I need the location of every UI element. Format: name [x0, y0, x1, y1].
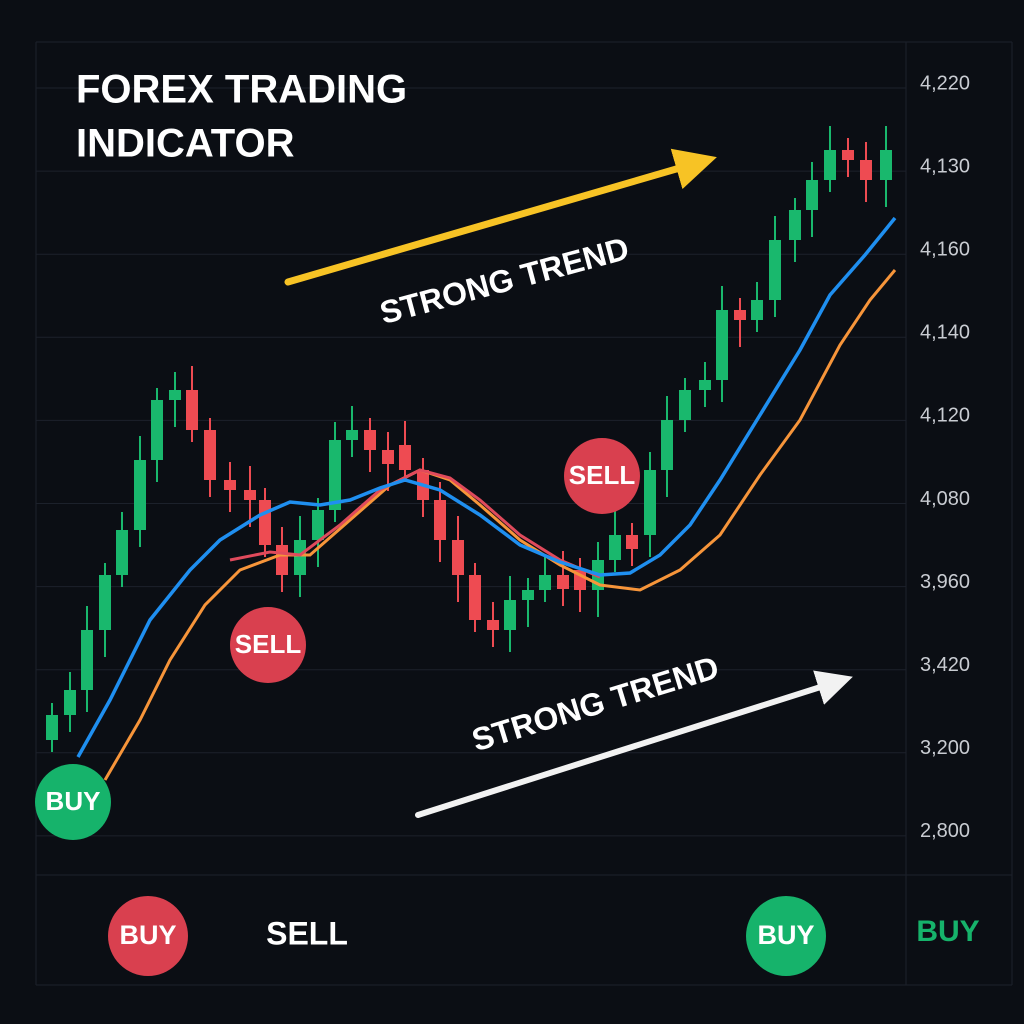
candle-body — [364, 430, 376, 450]
axis-label: 4,120 — [920, 405, 970, 427]
candle-body — [487, 620, 499, 630]
candle-body — [751, 300, 763, 320]
candle-body — [224, 480, 236, 490]
buy-badge — [746, 896, 826, 976]
trend-arrow — [284, 148, 717, 286]
candle-body — [469, 575, 481, 620]
footer-text: SELL — [266, 915, 348, 951]
axis-label: 3,200 — [920, 737, 970, 759]
candle-body — [346, 430, 358, 440]
badge-label: BUY — [757, 920, 814, 950]
candle-body — [734, 310, 746, 320]
candles — [46, 126, 892, 752]
candle-body — [81, 630, 93, 690]
candle-body — [504, 600, 516, 630]
candle-body — [860, 160, 872, 180]
axis-label: 4,220 — [920, 72, 970, 94]
candle-body — [276, 545, 288, 575]
candle-body — [557, 575, 569, 589]
indicator-lines — [76, 216, 897, 781]
candle-body — [329, 440, 341, 510]
axis-label: 4,140 — [920, 322, 970, 344]
badge-label: SELL — [569, 460, 636, 490]
grid — [35, 41, 1013, 986]
candle-body — [880, 150, 892, 180]
candle-body — [151, 400, 163, 460]
candle-body — [259, 500, 271, 545]
axis-label: 4,160 — [920, 238, 970, 260]
candle-body — [64, 690, 76, 715]
candle-body — [99, 575, 111, 630]
axis-label: 4,080 — [920, 488, 970, 510]
candle-body — [842, 150, 854, 160]
axis-label: 3,960 — [920, 571, 970, 593]
candle-body — [294, 540, 306, 575]
ma-line — [103, 269, 897, 781]
candle-body — [789, 210, 801, 240]
axis-label: 2,800 — [920, 820, 970, 842]
badge-label: SELL — [235, 629, 302, 659]
candle-body — [699, 380, 711, 390]
buy-badge — [35, 764, 111, 840]
candle-body — [186, 390, 198, 430]
candle-body — [539, 575, 551, 590]
candle-body — [204, 430, 216, 480]
y-axis: 4,220 4,130 4,160 4,140 4,120 4,080 3,960 3,420… — [920, 72, 970, 842]
buy-badge — [108, 896, 188, 976]
candle-body — [382, 450, 394, 464]
candle-body — [244, 490, 256, 500]
sell-badge — [230, 607, 306, 683]
axis-label: 4,130 — [920, 155, 970, 177]
candle-body — [399, 445, 411, 470]
candle-body — [609, 535, 621, 560]
axis-label: 3,420 — [920, 654, 970, 676]
trend-arrow — [415, 670, 853, 818]
candle-body — [824, 150, 836, 180]
title: FOREX TRADING — [76, 68, 407, 112]
candle-body — [716, 310, 728, 380]
candle-body — [769, 240, 781, 300]
candle-body — [452, 540, 464, 575]
candle-body — [806, 180, 818, 210]
candle-body — [679, 390, 691, 420]
candle-body — [434, 500, 446, 540]
sell-badge — [564, 438, 640, 514]
candle-body — [644, 470, 656, 535]
candle-body — [312, 510, 324, 540]
footer-text: BUY — [916, 915, 979, 948]
candle-body — [134, 460, 146, 530]
candle-body — [116, 530, 128, 575]
badge-label: BUY — [119, 920, 176, 950]
candle-body — [626, 535, 638, 549]
candle-body — [46, 715, 58, 740]
ma-line — [229, 468, 601, 579]
title: INDICATOR — [76, 122, 295, 166]
ma-line — [76, 216, 897, 758]
candle-body — [522, 590, 534, 600]
badge-label: BUY — [46, 786, 101, 816]
candle-body — [169, 390, 181, 400]
candle-body — [661, 420, 673, 470]
